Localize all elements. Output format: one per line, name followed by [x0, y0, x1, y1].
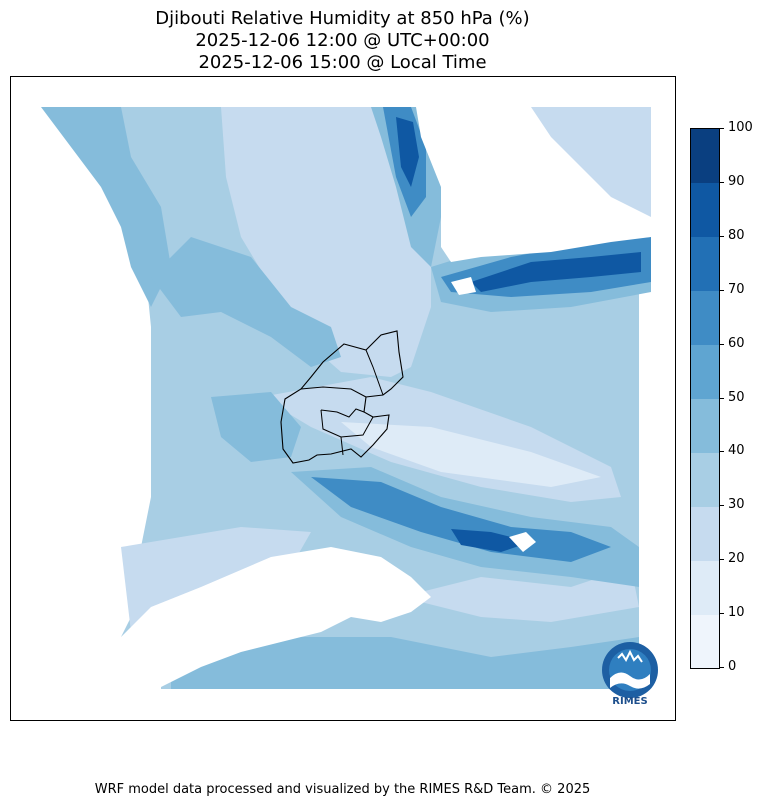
colorbar-segment — [691, 506, 719, 561]
humidity-map — [10, 76, 676, 721]
djibouti-border-inner-3 — [320, 408, 365, 418]
djibouti-border-inner-5 — [340, 436, 344, 456]
djibouti-border-inner-1 — [300, 386, 367, 398]
colorbar-tick-label: 0 — [728, 659, 737, 674]
colorbar-segment — [691, 129, 719, 184]
field-dark-1 — [311, 477, 611, 562]
djibouti-border-outer — [280, 330, 404, 464]
mask-north-right — [416, 107, 651, 262]
colorbar-tick-mark — [719, 613, 724, 615]
footer-credit: WRF model data processed and visualized … — [94, 782, 591, 797]
field-light-1 — [221, 107, 431, 377]
colorbar-tick-mark — [719, 128, 724, 129]
colorbar-tick-mark — [719, 181, 724, 183]
map-title-line2: 2025-12-06 12:00 @ UTC+00:00 — [195, 30, 490, 51]
colorbar-tick-label: 100 — [728, 120, 753, 135]
field-light-6 — [401, 567, 639, 622]
mask-island-1 — [509, 532, 536, 552]
colorbar-tick-label: 20 — [728, 551, 745, 567]
mask-gulf-left — [121, 547, 431, 687]
mask-island-2 — [451, 277, 476, 295]
field-mid-3 — [211, 392, 301, 462]
colorbar-tick-label: 50 — [728, 389, 745, 405]
colorbar — [690, 128, 720, 669]
humidity-contour-field — [41, 107, 651, 689]
colorbar-tick-mark — [719, 451, 724, 453]
field-mid-2 — [151, 237, 341, 367]
colorbar-segment — [691, 452, 719, 507]
field-light-4 — [341, 422, 601, 487]
colorbar-tick-mark — [719, 289, 724, 291]
colorbar-segment — [691, 560, 719, 615]
field-darkest-2 — [471, 252, 641, 292]
colorbar-tick-mark — [719, 559, 724, 561]
colorbar-tick-mark — [719, 343, 724, 345]
colorbar-segment — [691, 398, 719, 453]
colorbar-tick-label: 30 — [728, 497, 745, 513]
field-mid-5 — [171, 637, 639, 689]
colorbar-tick-label: 90 — [728, 173, 745, 189]
field-darkest-1 — [451, 529, 531, 552]
colorbar-tick-mark — [719, 235, 724, 237]
map-title-line1: Djibouti Relative Humidity at 850 hPa (%… — [155, 8, 530, 29]
colorbar-segment — [691, 236, 719, 292]
colorbar-tick-label: 40 — [728, 443, 745, 459]
djibouti-border-inner-2 — [365, 349, 384, 396]
colorbar-tick-label: 80 — [728, 227, 745, 243]
colorbar-tick-label: 70 — [728, 281, 745, 297]
colorbar-segment — [691, 290, 719, 346]
map-title-line3: 2025-12-06 15:00 @ Local Time — [198, 52, 487, 73]
colorbar-segment — [691, 344, 719, 399]
colorbar-tick-label: 60 — [728, 335, 745, 351]
colorbar-tick-mark — [719, 505, 724, 507]
rimes-logo: RIMES — [598, 640, 662, 707]
field-darkest-3 — [396, 117, 419, 187]
colorbar-tick-label: 10 — [728, 605, 745, 621]
field-mid-1 — [41, 107, 171, 307]
colorbar-tick-mark — [719, 667, 724, 668]
colorbar-tick-mark — [719, 397, 724, 399]
logo-text: RIMES — [612, 696, 647, 706]
colorbar-segment — [691, 182, 719, 238]
colorbar-segment — [691, 614, 719, 669]
